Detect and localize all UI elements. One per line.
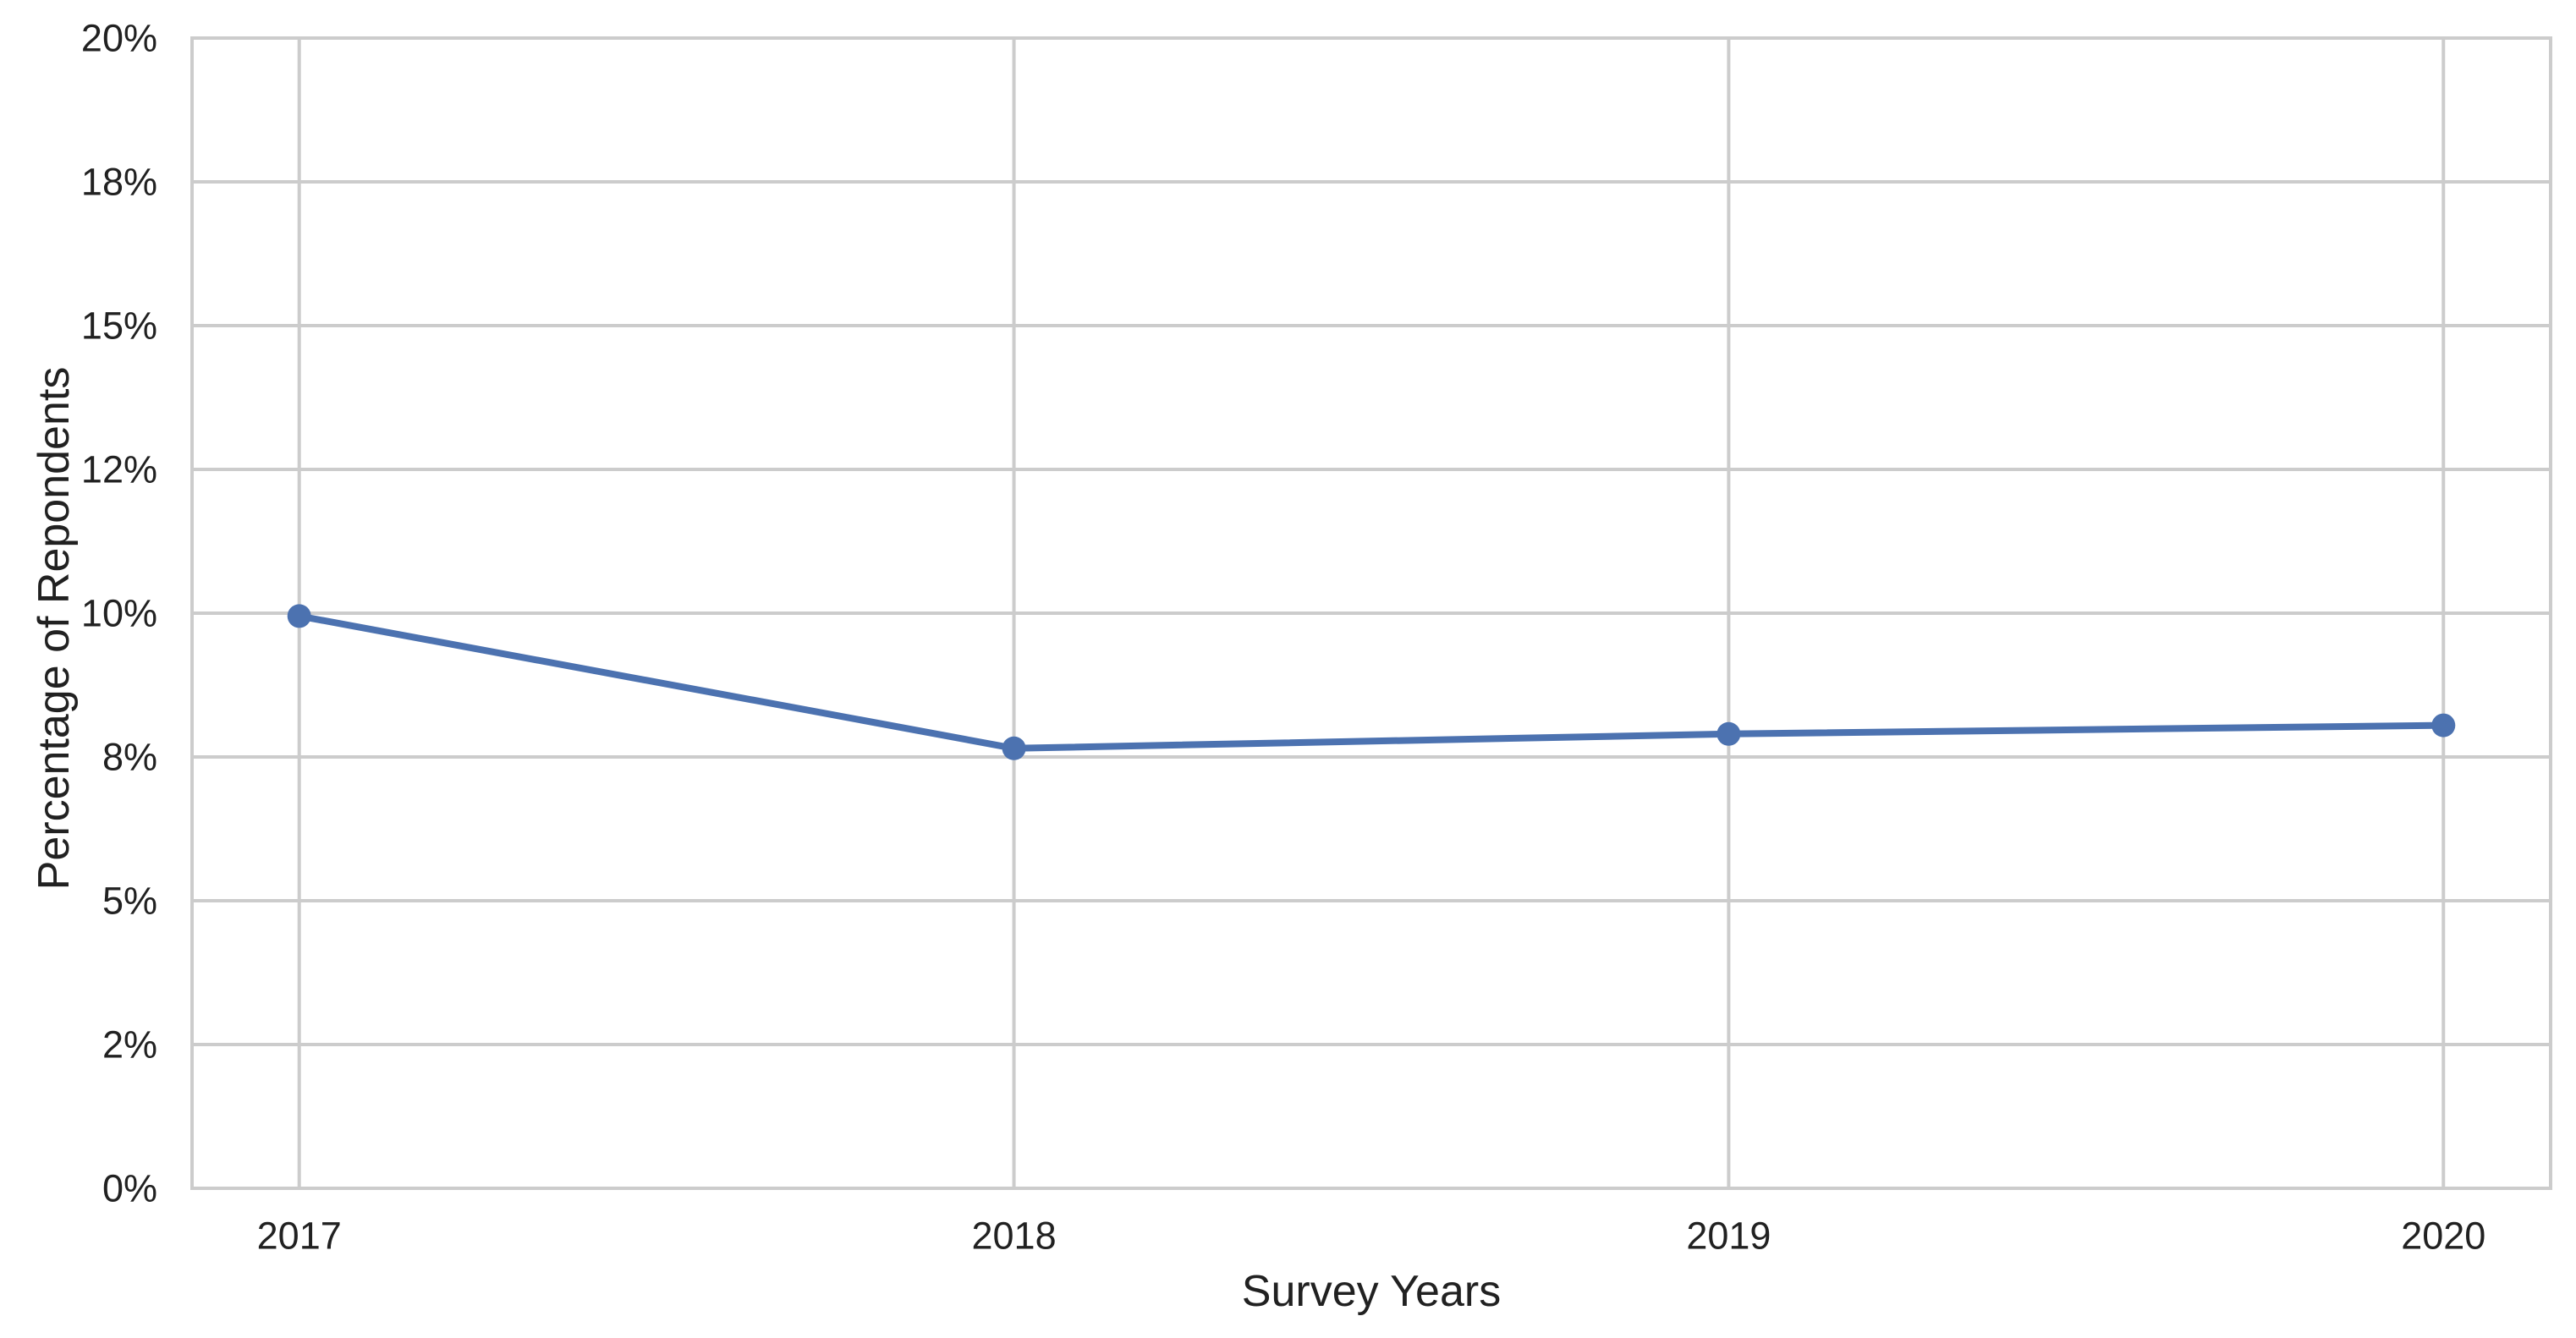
data-point-2020 [2431,713,2456,738]
data-point-2019 [1716,721,1741,746]
x-tick-label-2019: 2019 [1686,1215,1771,1258]
y-tick-label: 0% [102,1167,157,1210]
x-axis-label: Survey Years [1242,1267,1501,1316]
y-tick-label: 8% [102,736,157,779]
y-tick-label: 10% [81,592,157,635]
y-axis-label: Percentage of Repondents [30,367,79,891]
data-line [295,612,2447,752]
y-tick-label: 18% [81,161,157,204]
y-tick-label: 15% [81,304,157,348]
y-tick-label: 2% [102,1023,157,1067]
y-tick-label: 20% [81,17,157,60]
x-tick-label-2017: 2017 [257,1215,342,1258]
data-point-2018 [1002,736,1026,760]
y-tick-label: 12% [81,448,157,491]
x-tick-label-2018: 2018 [972,1215,1057,1258]
y-tick-label: 5% [102,880,157,923]
x-tick-label-2020: 2020 [2401,1215,2485,1258]
data-point-2017 [287,604,311,628]
plot-border [190,36,2552,1190]
